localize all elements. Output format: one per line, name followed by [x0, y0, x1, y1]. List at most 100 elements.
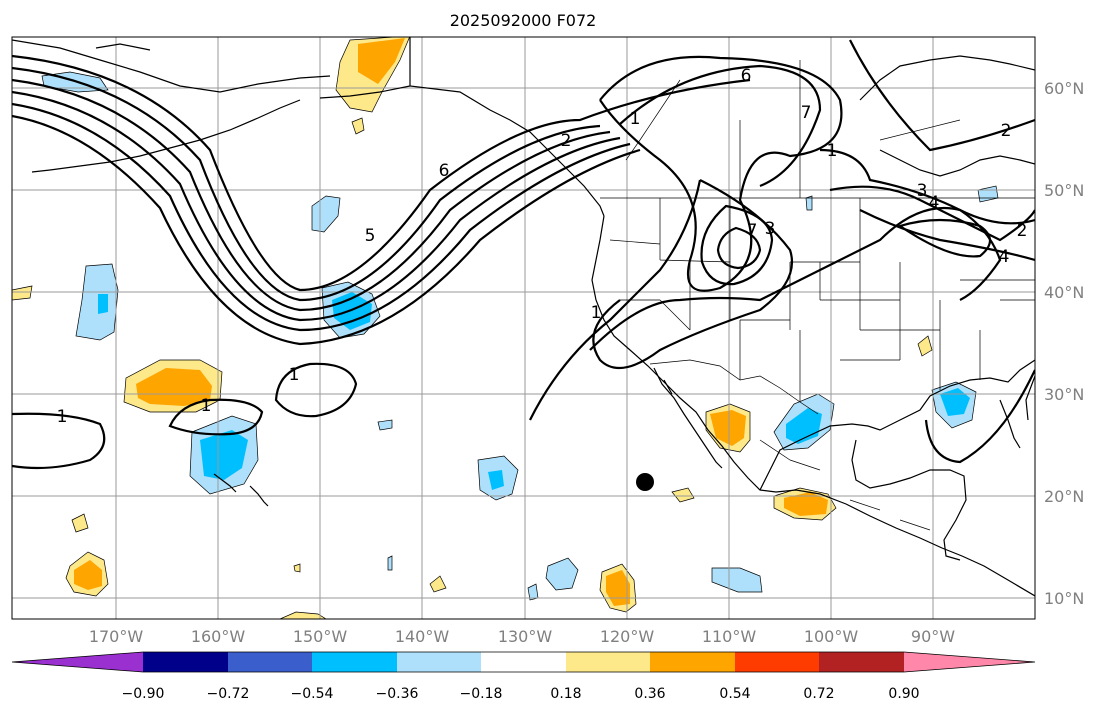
longitude-labels: 170°W 160°W 150°W 140°W 130°W 120°W 110°… — [89, 627, 955, 646]
contour-label: 6 — [439, 161, 450, 181]
contour-line — [12, 66, 601, 302]
latitude-label: 50°N — [1044, 181, 1084, 200]
anomaly-negative — [377, 419, 393, 431]
coastlines — [12, 37, 1035, 597]
contour-label: 1 — [591, 303, 602, 323]
anomaly-negative-core — [488, 470, 504, 490]
anomaly-positive — [917, 335, 933, 357]
contour-label: 4 — [999, 247, 1010, 267]
border-mexico-states — [759, 439, 931, 531]
colorbar-segment — [481, 652, 566, 672]
contour-line — [12, 114, 641, 346]
contour-line — [599, 55, 843, 292]
anomaly-positive — [71, 513, 89, 533]
colorbar-segment — [12, 652, 143, 672]
colorbar-segment — [397, 652, 481, 672]
longitude-label: 160°W — [191, 627, 246, 646]
contour-line — [716, 226, 762, 270]
anomaly-negative — [75, 263, 119, 341]
anomaly-positive — [351, 117, 365, 135]
latitude-label: 20°N — [1044, 487, 1084, 506]
contour-label: 1 — [57, 407, 68, 427]
anomaly-positive-core — [784, 492, 828, 516]
contour-line — [274, 362, 358, 418]
coastline-canada-east — [859, 55, 1035, 177]
colorbar-tick-label: 0.72 — [803, 686, 834, 702]
longitude-label: 90°W — [911, 627, 955, 646]
coastline-florida-east — [999, 375, 1035, 449]
anomaly-negative — [805, 195, 813, 211]
colorbar-segment — [650, 652, 735, 672]
map-panel: 1 1 1 1 6 5 2 1 6 7 1 3 7 3 2 4 4 2 — [12, 37, 1035, 619]
coastline-alaska — [31, 37, 605, 217]
latitude-labels: 60°N 50°N 40°N 30°N 20°N 10°N — [1044, 79, 1084, 608]
anomaly-negative — [387, 555, 393, 571]
longitude-label: 170°W — [89, 627, 144, 646]
anomaly-positive — [429, 575, 447, 593]
contour-label: 2 — [1017, 221, 1028, 241]
anomaly-positive — [12, 285, 33, 301]
contour-line — [529, 179, 794, 421]
contour-line — [849, 39, 1035, 152]
contour-label: 2 — [561, 131, 572, 151]
anomaly-negative-core — [786, 408, 822, 444]
contour-label: 1 — [630, 109, 641, 129]
colorbar-tick-label: −0.54 — [291, 686, 334, 702]
border-us-mexico — [649, 359, 819, 415]
colorbar-tick-labels: −0.90 −0.72 −0.54 −0.36 −0.18 0.18 0.36 … — [122, 686, 920, 702]
contour-line — [924, 369, 1035, 464]
contours — [12, 39, 1035, 470]
contour-label: 7 — [801, 103, 812, 123]
contour-label: 6 — [741, 66, 752, 86]
contour-line — [700, 204, 774, 286]
contour-label: 3 — [765, 219, 776, 239]
contour-label: 1 — [201, 396, 212, 416]
colorbar-tick-label: 0.54 — [719, 686, 750, 702]
map-title: 2025092000 F072 — [450, 11, 597, 30]
colorbar-tick-label: −0.18 — [460, 686, 503, 702]
latitude-label: 10°N — [1044, 589, 1084, 608]
anomaly-negative — [545, 557, 579, 591]
colorbar-segment — [228, 652, 312, 672]
contour-line — [12, 90, 621, 322]
anomaly-positive — [293, 563, 301, 573]
contour-line — [12, 54, 751, 292]
coastline-alaska-north — [12, 39, 331, 93]
anomaly-negative-core — [200, 430, 248, 480]
contour-line — [168, 398, 264, 436]
colorbar-tick-label: 0.90 — [888, 686, 919, 702]
contour-line — [829, 185, 1035, 242]
contour-label: 2 — [1001, 121, 1012, 141]
latitude-label: 30°N — [1044, 385, 1084, 404]
longitude-label: 150°W — [293, 627, 348, 646]
colorbar-tick-label: 0.36 — [634, 686, 665, 702]
contour-label: 5 — [365, 226, 376, 246]
anomaly-positive-core — [74, 560, 102, 590]
political-borders — [409, 37, 1035, 531]
longitude-label: 120°W — [600, 627, 655, 646]
negative-anomalies — [41, 71, 999, 601]
colorbar-segment — [735, 652, 819, 672]
border-canada-provinces — [625, 60, 961, 198]
contour-line — [819, 148, 1002, 301]
anomaly-negative — [711, 567, 763, 593]
contour-labels: 1 1 1 1 6 5 2 1 6 7 1 3 7 3 2 4 4 2 — [57, 66, 1028, 427]
colorbar-tick-label: −0.36 — [376, 686, 419, 702]
colorbar — [11, 651, 1036, 673]
colorbar-segment — [904, 652, 1035, 672]
colorbar-tick-label: −0.90 — [122, 686, 165, 702]
coastline-west-coast — [591, 215, 1035, 597]
contour-label: 1 — [827, 141, 838, 161]
anomaly-positive — [279, 611, 327, 619]
anomaly-positive-core — [710, 410, 746, 446]
contour-line — [897, 218, 992, 258]
longitude-label: 100°W — [804, 627, 859, 646]
anomaly-positive-core — [136, 368, 212, 406]
coastline-baja — [653, 367, 723, 469]
colorbar-outline — [11, 651, 1036, 673]
latitude-label: 60°N — [1044, 79, 1084, 98]
anomaly-negative-core — [98, 294, 108, 314]
contour-label: 4 — [929, 193, 940, 213]
contour-label: 1 — [289, 365, 300, 385]
